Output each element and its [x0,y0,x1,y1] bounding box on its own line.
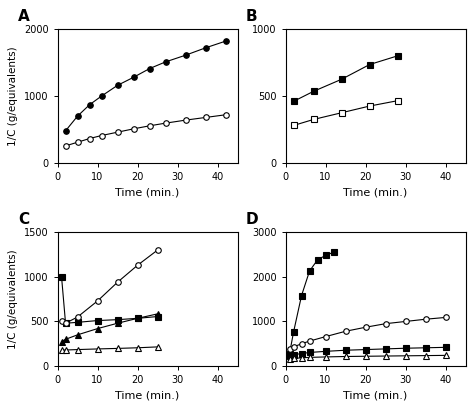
Text: D: D [246,212,258,227]
X-axis label: Time (min.): Time (min.) [116,391,180,401]
X-axis label: Time (min.): Time (min.) [344,188,408,198]
Text: B: B [246,9,257,24]
X-axis label: Time (min.): Time (min.) [344,391,408,401]
Y-axis label: 1/C (g/equivalents): 1/C (g/equivalents) [9,46,18,146]
Text: A: A [18,9,30,24]
Text: C: C [18,212,29,227]
X-axis label: Time (min.): Time (min.) [116,188,180,198]
Y-axis label: 1/C (g/equivalents): 1/C (g/equivalents) [9,249,18,349]
